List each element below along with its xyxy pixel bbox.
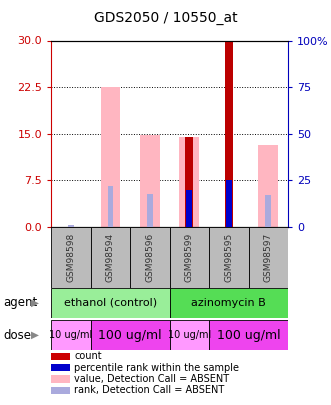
Bar bbox=[68, 225, 74, 227]
Text: 100 ug/ml: 100 ug/ml bbox=[217, 328, 280, 342]
Bar bbox=[179, 137, 199, 227]
Text: percentile rank within the sample: percentile rank within the sample bbox=[74, 363, 239, 373]
Bar bbox=[265, 195, 271, 227]
Text: rank, Detection Call = ABSENT: rank, Detection Call = ABSENT bbox=[74, 386, 225, 395]
Bar bbox=[259, 145, 278, 227]
Bar bbox=[101, 87, 120, 227]
Text: 100 ug/ml: 100 ug/ml bbox=[98, 328, 162, 342]
Bar bbox=[169, 288, 288, 318]
Bar bbox=[185, 137, 193, 227]
Bar bbox=[108, 186, 114, 227]
Text: dose: dose bbox=[3, 328, 31, 342]
Bar bbox=[225, 40, 233, 227]
Text: GSM98597: GSM98597 bbox=[264, 232, 273, 282]
Bar bbox=[51, 227, 91, 288]
Text: value, Detection Call = ABSENT: value, Detection Call = ABSENT bbox=[74, 374, 230, 384]
Bar bbox=[91, 227, 130, 288]
Bar bbox=[147, 194, 153, 227]
Bar bbox=[169, 227, 209, 288]
Bar bbox=[169, 320, 209, 350]
Text: agent: agent bbox=[3, 296, 37, 309]
Bar bbox=[130, 227, 169, 288]
Text: count: count bbox=[74, 352, 102, 361]
Text: GSM98598: GSM98598 bbox=[67, 232, 75, 282]
Text: GSM98595: GSM98595 bbox=[224, 232, 233, 282]
Bar bbox=[140, 135, 160, 227]
Text: GSM98596: GSM98596 bbox=[145, 232, 155, 282]
Text: 10 ug/ml: 10 ug/ml bbox=[49, 330, 93, 340]
Text: ethanol (control): ethanol (control) bbox=[64, 298, 157, 308]
Bar bbox=[209, 320, 288, 350]
Bar bbox=[186, 190, 192, 227]
Bar bbox=[249, 227, 288, 288]
Text: GDS2050 / 10550_at: GDS2050 / 10550_at bbox=[94, 11, 237, 25]
Text: GSM98594: GSM98594 bbox=[106, 232, 115, 282]
Bar bbox=[226, 180, 232, 227]
Text: azinomycin B: azinomycin B bbox=[191, 298, 266, 308]
Text: GSM98599: GSM98599 bbox=[185, 232, 194, 282]
Text: 10 ug/ml: 10 ug/ml bbox=[168, 330, 211, 340]
Bar bbox=[91, 320, 169, 350]
Bar bbox=[51, 320, 91, 350]
Text: ▶: ▶ bbox=[31, 330, 39, 340]
Bar bbox=[209, 227, 249, 288]
Bar bbox=[51, 288, 169, 318]
Text: ▶: ▶ bbox=[31, 298, 39, 308]
